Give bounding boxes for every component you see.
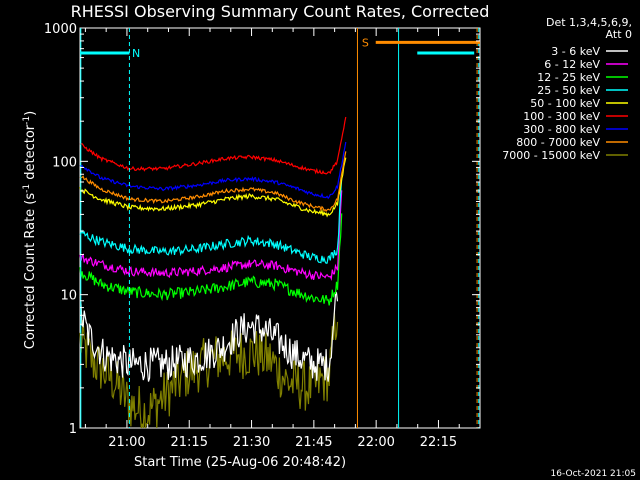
legend-label: 300 - 800 keV bbox=[523, 123, 600, 136]
legend-label: 12 - 25 keV bbox=[537, 71, 600, 84]
legend-label: 3 - 6 keV bbox=[551, 45, 600, 58]
y-tick-label: 10 bbox=[60, 289, 77, 304]
legend-label: 6 - 12 keV bbox=[544, 58, 600, 71]
y-tick-label: 1 bbox=[69, 422, 77, 437]
x-tick-label: 21:15 bbox=[171, 435, 208, 450]
x-tick-label: 21:30 bbox=[233, 435, 270, 450]
y-axis: 1 10 100 1000 bbox=[44, 22, 480, 437]
x-axis-label: Start Time (25-Aug-06 20:48:42) bbox=[134, 455, 346, 470]
legend-label: 7000 - 15000 keV bbox=[502, 149, 600, 162]
plot-frame bbox=[79, 27, 481, 429]
x-tick-label: 21:00 bbox=[108, 435, 145, 450]
legend-label: 800 - 7000 keV bbox=[516, 136, 600, 149]
x-axis: 21:00 21:15 21:30 21:45 22:00 22:15 bbox=[84, 28, 460, 450]
series-line bbox=[79, 157, 347, 218]
y-tick-label: 100 bbox=[52, 155, 77, 170]
series-line bbox=[79, 151, 347, 213]
series-line bbox=[79, 141, 347, 200]
flag-label: N bbox=[132, 47, 140, 60]
y-axis-label: Corrected Count Rate (s-1 detector-1) bbox=[22, 111, 38, 349]
series-line bbox=[79, 291, 339, 382]
flag-label: S bbox=[362, 36, 369, 49]
series-line bbox=[79, 312, 339, 429]
series-layer bbox=[79, 116, 347, 429]
series-line bbox=[79, 116, 347, 175]
legend-header-attenuator: Att 0 bbox=[606, 28, 632, 41]
chart-title: RHESSI Observing Summary Count Rates, Co… bbox=[71, 2, 490, 21]
legend-label: 50 - 100 keV bbox=[530, 97, 600, 110]
marker-layer: NS bbox=[80, 28, 480, 428]
x-tick-label: 22:15 bbox=[420, 435, 457, 450]
legend-header-detectors: Det 1,3,4,5,6,9, bbox=[546, 16, 632, 29]
legend-label: 100 - 300 keV bbox=[523, 110, 600, 123]
series-line bbox=[79, 178, 343, 264]
series-line bbox=[79, 213, 343, 306]
legend-label: 25 - 50 keV bbox=[537, 84, 600, 97]
x-tick-label: 21:45 bbox=[295, 435, 332, 450]
x-tick-label: 22:00 bbox=[357, 435, 394, 450]
footer-timestamp: 16-Oct-2021 21:05 bbox=[551, 469, 636, 479]
series-line bbox=[79, 190, 343, 282]
y-tick-label: 1000 bbox=[44, 22, 77, 37]
